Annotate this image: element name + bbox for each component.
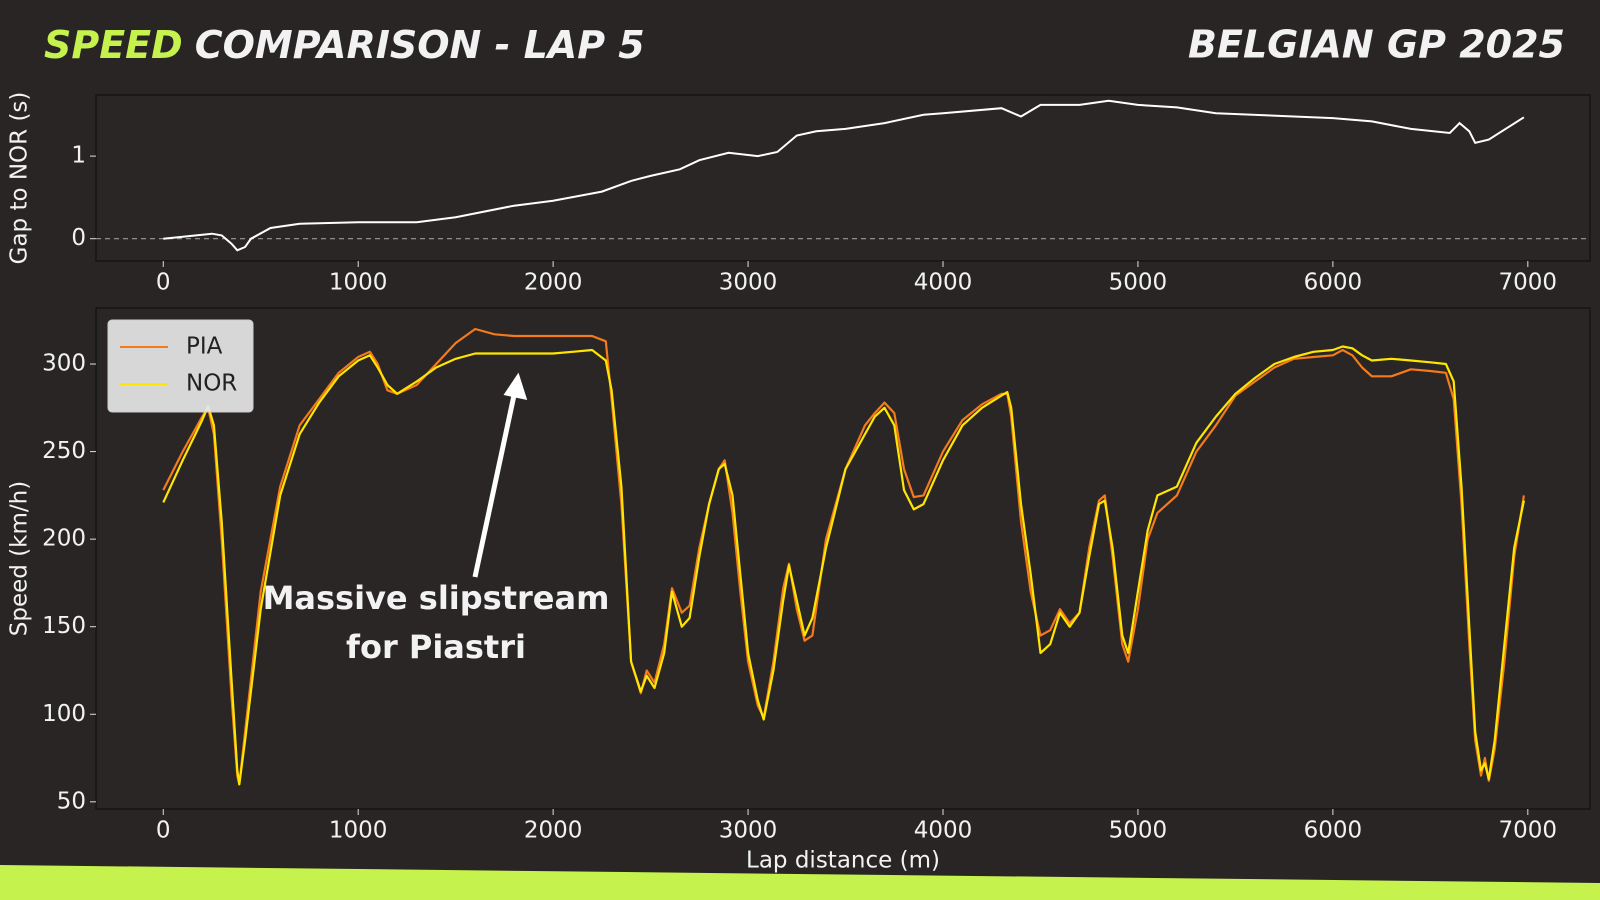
x-tick-label: 7000: [1499, 270, 1558, 296]
annotation-arrow: [472, 385, 519, 578]
title-text: COMPARISON - LAP 5: [195, 23, 645, 67]
title-highlight: SPEED: [44, 23, 183, 67]
legend-label: PIA: [186, 334, 223, 360]
x-tick-label: 3000: [719, 818, 778, 844]
y-axis-label: Speed (km/h): [7, 481, 33, 636]
plot-area: [95, 94, 1591, 262]
y-tick-label: 200: [42, 526, 86, 552]
y-tick-label: 150: [42, 613, 86, 639]
page-title: SPEED COMPARISON - LAP 5: [44, 23, 645, 67]
x-tick-label: 0: [156, 818, 171, 844]
x-tick-label: 3000: [719, 270, 778, 296]
y-tick-label: 100: [42, 701, 86, 727]
annotation: for Piastri: [346, 628, 526, 666]
y-tick-label: 1: [71, 143, 86, 169]
accent-stripe: [0, 865, 1600, 900]
x-tick-label: 2000: [524, 270, 583, 296]
speed-line: [162, 345, 1525, 786]
event-title: BELGIAN GP 2025: [1188, 23, 1565, 67]
x-tick-label: 0: [156, 270, 171, 296]
plot-area: [95, 307, 1591, 810]
x-tick-label: 2000: [524, 818, 583, 844]
x-tick-label: 7000: [1499, 818, 1558, 844]
legend-label: NOR: [186, 371, 237, 397]
annotation-arrowhead: [503, 372, 528, 400]
x-tick-label: 6000: [1304, 270, 1363, 296]
x-tick-label: 4000: [914, 818, 973, 844]
y-tick-label: 50: [57, 788, 86, 814]
x-tick-label: 6000: [1304, 818, 1363, 844]
x-tick-label: 4000: [914, 270, 973, 296]
y-tick-label: 300: [42, 351, 86, 377]
y-tick-label: 0: [71, 225, 86, 251]
y-tick-label: 250: [42, 438, 86, 464]
y-axis-label: Gap to NOR (s): [7, 92, 33, 265]
gap-line: [163, 99, 1525, 252]
x-tick-label: 1000: [329, 818, 388, 844]
x-tick-label: 5000: [1109, 270, 1168, 296]
legend-box: [107, 319, 254, 413]
x-tick-label: 1000: [329, 270, 388, 296]
x-tick-label: 5000: [1109, 818, 1168, 844]
x-axis-label: Lap distance (m): [746, 848, 940, 874]
annotation: Massive slipstream: [263, 579, 610, 617]
